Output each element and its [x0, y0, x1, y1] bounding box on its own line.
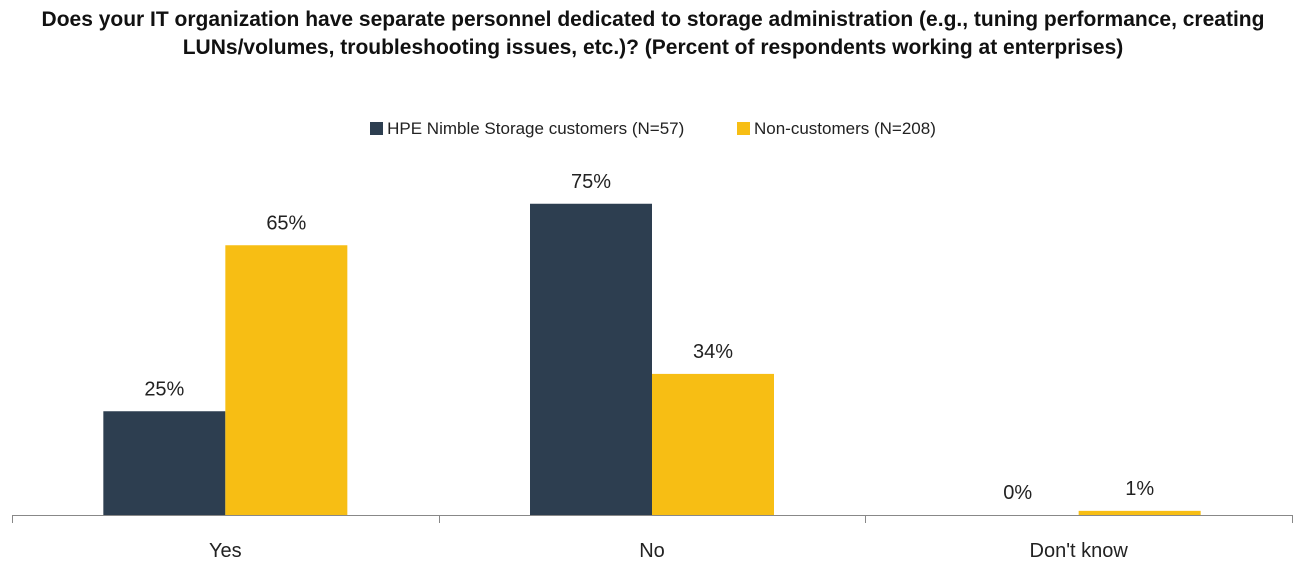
bar-customers — [530, 203, 652, 515]
legend-swatch-non-customers — [737, 121, 750, 135]
data-label-non-customers: 65% — [266, 212, 306, 234]
data-label-non-customers: 1% — [1125, 478, 1154, 500]
data-label-customers: 25% — [144, 378, 184, 400]
legend-swatch-customers — [370, 121, 384, 135]
x-tick-label: Yes — [209, 540, 242, 562]
bar-non-customers — [225, 245, 348, 515]
bar-non-customers — [1078, 510, 1201, 515]
bar-non-customers — [652, 373, 774, 515]
data-label-non-customers: 34% — [693, 341, 733, 363]
legend: HPE Nimble Storage customers (N=57) Non-… — [0, 118, 1306, 139]
legend-item-customers: HPE Nimble Storage customers (N=57) — [370, 119, 684, 139]
legend-label-customers: HPE Nimble Storage customers (N=57) — [387, 118, 685, 138]
data-label-customers: 75% — [571, 171, 611, 193]
bar-customers — [103, 411, 226, 515]
legend-item-non-customers: Non-customers (N=208) — [737, 119, 936, 139]
data-label-customers: 0% — [1003, 482, 1032, 504]
legend-label-non-customers: Non-customers (N=208) — [754, 118, 936, 138]
x-tick-label: Don't know — [1030, 540, 1129, 562]
x-tick-label: No — [639, 540, 665, 562]
chart-title: Does your IT organization have separate … — [41, 8, 1265, 59]
